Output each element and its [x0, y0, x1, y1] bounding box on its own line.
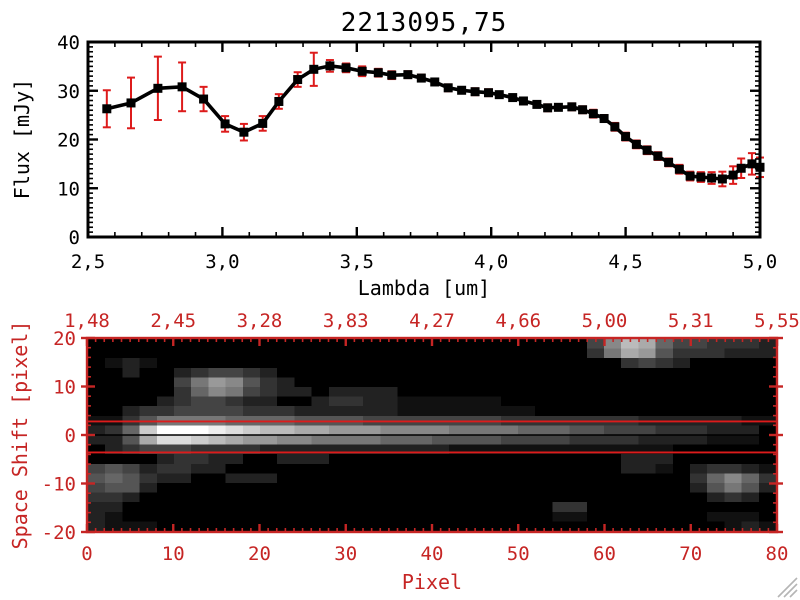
bottom-panel-xlabel: Pixel — [401, 570, 463, 594]
y-tick-label: 10 — [57, 178, 80, 200]
data-marker — [373, 68, 383, 78]
data-marker — [610, 122, 620, 132]
pixel-tick-label: 10 — [162, 543, 185, 565]
data-marker — [325, 61, 335, 71]
data-marker — [518, 96, 528, 106]
wavelength-tick-label: 1,48 — [64, 310, 110, 332]
data-marker — [674, 164, 684, 174]
data-marker — [220, 119, 230, 129]
bottom-panel-ylabel: Space Shift [pixel] — [8, 320, 32, 550]
shift-tick-label: 10 — [53, 377, 76, 399]
data-marker — [653, 151, 663, 161]
data-marker — [553, 102, 563, 112]
chart-title: 2213095,75 — [340, 8, 508, 38]
shift-tick-label: -20 — [42, 522, 76, 544]
data-marker — [484, 88, 494, 98]
wavelength-tick-label: 5,00 — [582, 310, 628, 332]
pixel-tick-label: 30 — [334, 543, 357, 565]
data-marker — [126, 98, 136, 108]
data-marker — [430, 77, 440, 87]
data-marker — [274, 96, 284, 106]
y-tick-label: 40 — [57, 32, 80, 54]
data-marker — [707, 173, 717, 183]
wavelength-tick-label: 4,66 — [495, 310, 541, 332]
y-tick-label: 20 — [57, 130, 80, 152]
x-tick-label: 4,5 — [608, 251, 642, 273]
shift-tick-label: -10 — [42, 474, 76, 496]
wavelength-tick-label: 3,28 — [237, 310, 283, 332]
flux-spectrum-series — [102, 61, 765, 184]
data-marker — [567, 102, 577, 112]
x-tick-label: 3,5 — [340, 251, 374, 273]
top-chart-xlabel: Lambda [um] — [357, 276, 491, 300]
data-marker — [258, 118, 268, 128]
data-marker — [631, 139, 641, 149]
pixel-tick-label: 80 — [766, 543, 789, 565]
data-marker — [470, 87, 480, 97]
data-marker — [543, 103, 553, 113]
data-marker — [642, 145, 652, 155]
data-marker — [341, 63, 351, 73]
pixel-tick-label: 40 — [421, 543, 444, 565]
data-marker — [102, 104, 112, 114]
x-tick-label: 5,0 — [743, 251, 777, 273]
data-marker — [403, 70, 413, 80]
data-marker — [532, 99, 542, 109]
bottom-panel-frame — [85, 336, 779, 534]
data-marker — [293, 75, 303, 85]
top-chart-ylabel: Flux [mJy] — [10, 78, 34, 200]
data-marker — [588, 109, 598, 119]
data-marker — [717, 174, 727, 184]
bottom-panel-axes: 1,48 2,45 3,28 3,83 4,27 4,66 5,00 5,31 5,55 0 10 2… — [42, 310, 800, 565]
top-chart-axes: 2,5 3,0 3,5 4,0 4,5 5,0 0 10 20 30 40 — [57, 32, 777, 273]
pixel-tick-label: 0 — [81, 543, 92, 565]
resize-grip-icon — [783, 583, 798, 598]
y-tick-label: 0 — [69, 227, 80, 249]
x-tick-label: 3,0 — [205, 251, 239, 273]
top-plot-frame — [86, 40, 762, 239]
wavelength-tick-label: 5,55 — [754, 310, 800, 332]
data-marker — [309, 64, 319, 74]
data-marker — [685, 171, 695, 181]
data-marker — [599, 114, 609, 124]
data-marker — [199, 94, 209, 104]
wavelength-tick-label: 2,45 — [150, 310, 196, 332]
data-marker — [508, 93, 518, 103]
data-marker — [664, 157, 674, 167]
data-marker — [239, 127, 249, 137]
x-tick-label: 2,5 — [71, 251, 105, 273]
data-marker — [578, 105, 588, 115]
wavelength-tick-label: 4,27 — [409, 310, 455, 332]
pixel-tick-label: 70 — [679, 543, 702, 565]
data-marker — [736, 163, 746, 173]
data-marker — [457, 85, 467, 95]
y-tick-label: 30 — [57, 81, 80, 103]
resize-grip[interactable] — [777, 577, 798, 598]
data-marker — [696, 172, 706, 182]
data-marker — [494, 90, 504, 100]
data-marker — [443, 83, 453, 93]
pixel-tick-label: 20 — [248, 543, 271, 565]
pixel-tick-label: 50 — [507, 543, 530, 565]
wavelength-tick-label: 5,31 — [668, 310, 714, 332]
data-marker — [177, 82, 187, 92]
data-marker — [728, 170, 738, 180]
x-tick-label: 4,0 — [474, 251, 508, 273]
shift-tick-label: 0 — [65, 425, 76, 447]
resize-grip-icon — [789, 589, 798, 598]
data-marker — [387, 70, 397, 80]
shift-tick-label: 20 — [53, 328, 76, 350]
data-marker — [153, 83, 163, 93]
wavelength-tick-label: 3,83 — [323, 310, 369, 332]
data-marker — [747, 159, 757, 169]
data-marker — [416, 73, 426, 83]
trace-overlays — [87, 420, 777, 454]
pixel-tick-label: 60 — [593, 543, 616, 565]
data-marker — [621, 132, 631, 142]
resize-grip-icon — [777, 577, 798, 598]
data-marker — [357, 66, 367, 76]
